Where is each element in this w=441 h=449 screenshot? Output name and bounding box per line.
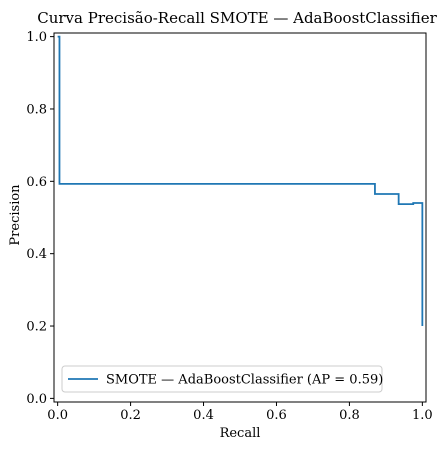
y-tick-label: 0.2 [26, 320, 47, 335]
legend-box [61, 365, 383, 393]
chart-title: Curva Precisão-Recall SMOTE — AdaBoostCl… [37, 9, 437, 27]
x-tick-label: 1.0 [412, 408, 433, 423]
plot-frame [53, 32, 427, 403]
y-tick-label: 0.0 [26, 392, 47, 407]
y-tick-label: 0.6 [26, 175, 47, 190]
y-tick-label: 0.4 [26, 247, 47, 262]
legend: SMOTE — AdaBoostClassifier (AP = 0.59) [61, 365, 383, 393]
y-tick-label: 0.8 [26, 102, 47, 117]
x-tick-label: 0.2 [120, 408, 141, 423]
y-axis-label: Precision [8, 184, 23, 246]
x-tick-label: 0.4 [193, 408, 214, 423]
x-tick-label: 0.0 [47, 408, 68, 423]
y-axis-ticks: 0.0 0.2 0.4 0.6 0.8 1.0 [26, 30, 54, 407]
legend-label: SMOTE — AdaBoostClassifier (AP = 0.59) [106, 373, 383, 388]
x-axis-ticks: 0.0 0.2 0.4 0.6 0.8 1.0 [47, 402, 433, 423]
y-tick-label: 1.0 [26, 30, 47, 45]
plot-area [53, 32, 427, 403]
x-axis-label: Recall [220, 426, 261, 441]
x-tick-label: 0.8 [339, 408, 360, 423]
pr-curve-line-0 [57, 35, 424, 327]
x-tick-label: 0.6 [266, 408, 287, 423]
